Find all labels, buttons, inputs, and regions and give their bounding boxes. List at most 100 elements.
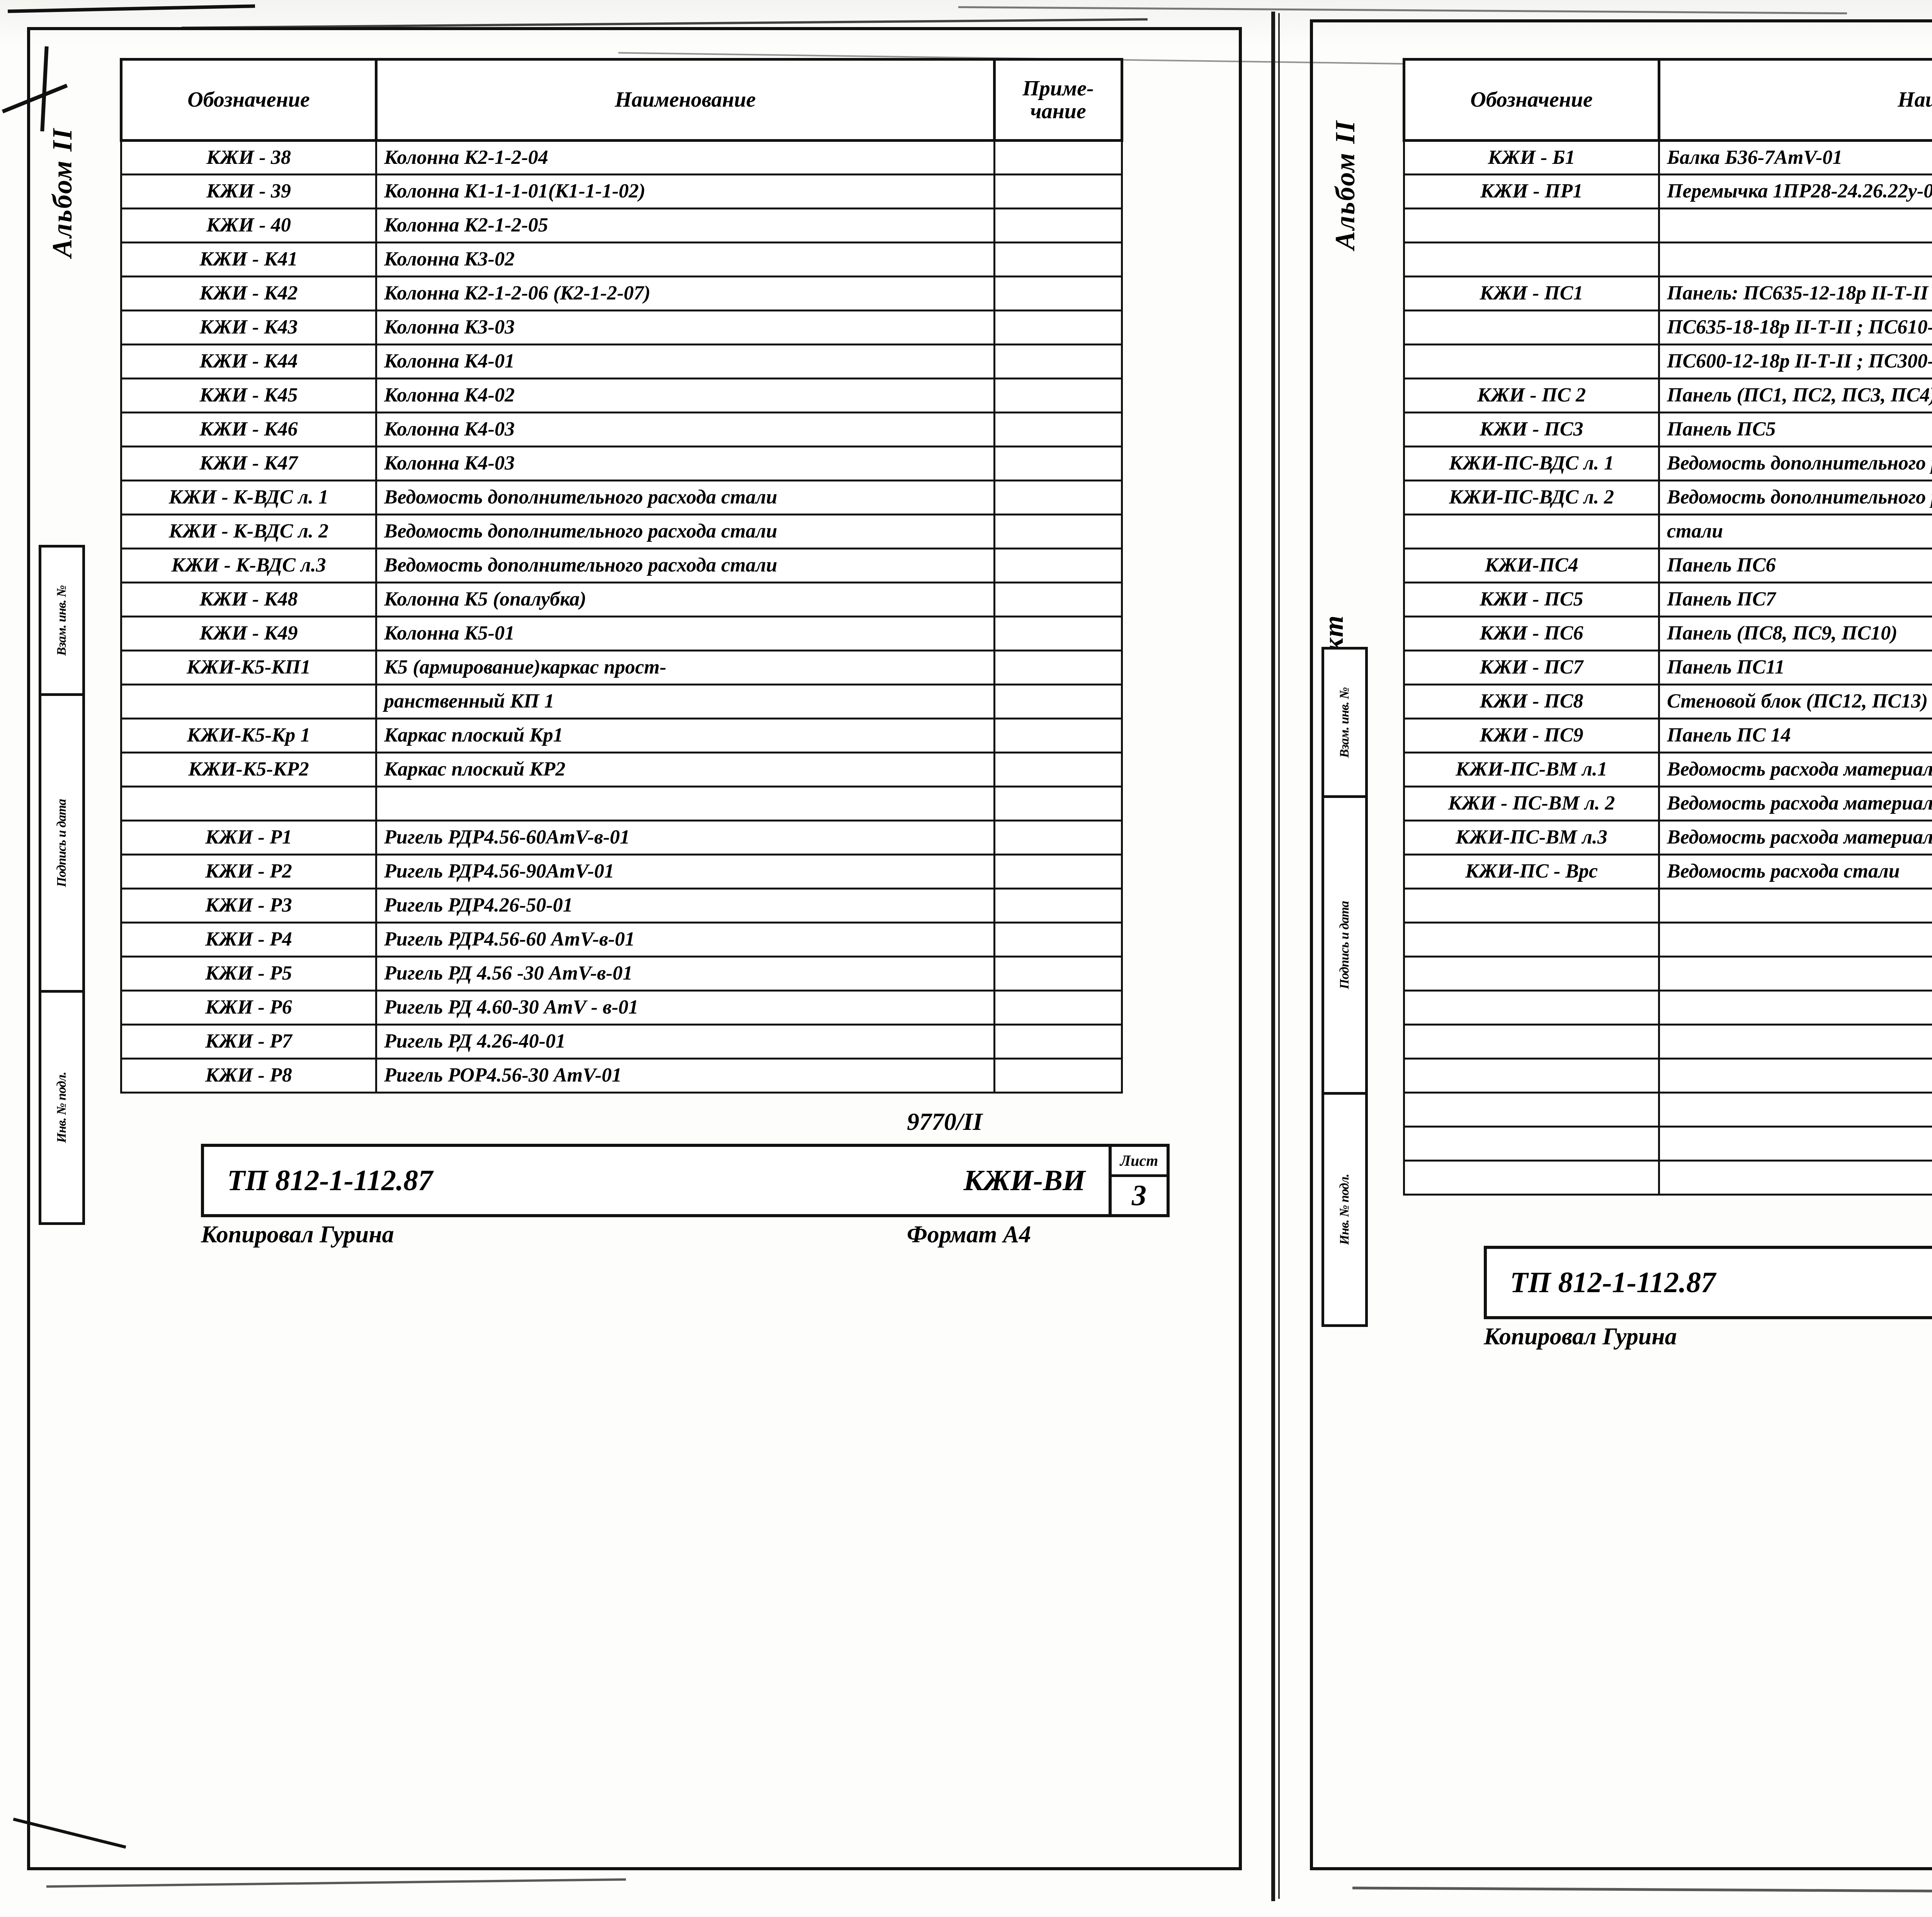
sheet-border	[27, 27, 1242, 1870]
cell-name: Колонна К5 (опалубка)	[375, 582, 995, 617]
cell-designation: КЖИ - ПС-ВМ л. 2	[1403, 786, 1660, 822]
title-block-sheet-4: ТП 812-1-112.87 КЖИ-ВИ Лист 4	[1484, 1246, 1932, 1319]
cell-name: Ведомость дополнительного расхода стали	[375, 548, 995, 583]
cell-note	[993, 1058, 1123, 1094]
table-row: КЖИ - К43 Колонна К3-03	[120, 310, 1123, 345]
cell-designation	[1403, 242, 1660, 277]
stamp-cell-label: Инв. № подл.	[54, 1072, 69, 1143]
table-row: КЖИ-ПС-ВМ л.1 Ведомость расхода материало…	[1403, 752, 1932, 788]
header-note-line2: чание	[1030, 99, 1086, 123]
cell-designation: КЖИ - К43	[120, 310, 377, 345]
table-row: КЖИ - ПС6 Панель (ПС8, ПС9, ПС10)	[1403, 616, 1932, 651]
cell-designation	[1403, 888, 1660, 924]
cell-designation: КЖИ-ПС4	[1403, 548, 1660, 583]
cell-designation: КЖИ - К49	[120, 616, 377, 651]
cell-name: Панель ПС7	[1658, 582, 1932, 617]
header-designation: Обозначение	[1403, 58, 1660, 142]
cell-name: Ригель РДР4.56-60АтV-в-01	[375, 820, 995, 856]
cell-name: Колонна К2-1-2-05	[375, 208, 995, 243]
stamp-cell-label: Взам. инв. №	[1337, 687, 1352, 758]
sheet-number: 3	[1132, 1179, 1146, 1212]
cell-note	[993, 650, 1123, 685]
stamp-cell: Инв. № подл.	[41, 993, 82, 1222]
table-row: КЖИ - К45 Колонна К4-02	[120, 378, 1123, 413]
cell-note	[993, 1024, 1123, 1060]
cell-designation	[1403, 310, 1660, 345]
table-row: КЖИ - К44 Колонна К4-01	[120, 344, 1123, 379]
cell-name: Ригель РД 4.26-40-01	[375, 1024, 995, 1060]
stamp-cell: Взам. инв. №	[1324, 650, 1365, 798]
cell-designation	[1403, 1058, 1660, 1094]
cell-designation: КЖИ - Р4	[120, 922, 377, 958]
cell-designation: КЖИ - Б1	[1403, 139, 1660, 175]
cell-name: Панель ПС6	[1658, 548, 1932, 583]
sheet-label: Лист	[1112, 1147, 1167, 1177]
cell-name: Ригель РДР4.56-90АтV-01	[375, 854, 995, 890]
copied-by-sheet-4: Копировал Гурина	[1484, 1323, 1677, 1350]
table-row: КЖИ - К41 Колонна К3-02	[120, 242, 1123, 277]
cell-name: Ведомость расхода материалов	[1658, 786, 1932, 822]
title-block-main: ТП 812-1-112.87 КЖИ-ВИ	[204, 1147, 1109, 1214]
cell-note	[993, 888, 1123, 924]
cell-name: Панель ПС 14	[1658, 718, 1932, 754]
cell-designation: КЖИ - 39	[120, 173, 377, 209]
cell-designation: КЖИ - К-ВДС л.3	[120, 548, 377, 583]
table-row: КЖИ - ПР1 Перемычка 1ПР28-24.26.22у-01	[1403, 173, 1932, 209]
cell-note	[993, 514, 1123, 549]
table-row	[120, 786, 1123, 822]
cell-name	[1658, 1024, 1932, 1060]
table-row: КЖИ-ПС - Врс Ведомость расхода стали	[1403, 854, 1932, 890]
cell-designation: КЖИ - К44	[120, 344, 377, 379]
table-row	[1403, 888, 1932, 924]
cell-name: Ригель РДР4.26-50-01	[375, 888, 995, 924]
table-row: КЖИ - Р5 Ригель РД 4.56 -30 АтV-в-01	[120, 956, 1123, 992]
sheet-border	[1310, 19, 1932, 1870]
table-row	[1403, 956, 1932, 992]
cell-designation: КЖИ - К41	[120, 242, 377, 277]
cell-name	[1658, 1092, 1932, 1128]
sheet-number-box: Лист 3	[1109, 1147, 1167, 1214]
cell-note	[993, 208, 1123, 243]
cell-note	[993, 139, 1123, 175]
cell-name: Колонна К4-01	[375, 344, 995, 379]
cell-name: Ведомость дополнительного расхода стали	[1658, 446, 1932, 481]
table-row: КЖИ-К5-КР2 Каркас плоский КР2	[120, 752, 1123, 788]
cell-designation: КЖИ - Р7	[120, 1024, 377, 1060]
cell-name: Балка Б36-7АтV-01	[1658, 139, 1932, 175]
header-note: Приме- чание	[993, 58, 1123, 142]
table-row: ПС600-12-18р II-Т-II ; ПС300-12-18р II-Т…	[1403, 344, 1932, 379]
cell-name: Колонна К4-03	[375, 446, 995, 481]
cell-name	[375, 786, 995, 822]
drawing-sheet-3: Альбом II Типовой проект Взам. инв. №Под…	[23, 15, 1252, 1893]
cell-designation: КЖИ - Р5	[120, 956, 377, 992]
stamp-cell-label: Подпись и дата	[1337, 901, 1352, 989]
table-row: КЖИ - 38 Колонна К2-1-2-04	[120, 139, 1123, 175]
cell-name: ПС635-18-18р II-Т-II ; ПС610-12-18р II-Т…	[1658, 310, 1932, 345]
stamp-cell-label: Взам. инв. №	[54, 585, 69, 656]
table-row: КЖИ - 40 Колонна К2-1-2-05	[120, 208, 1123, 243]
cell-designation	[1403, 922, 1660, 958]
table-row: КЖИ - ПС8 Стеновой блок (ПС12, ПС13)	[1403, 684, 1932, 720]
cell-designation: КЖИ-ПС - Врс	[1403, 854, 1660, 890]
cell-name	[1658, 956, 1932, 992]
cell-designation: КЖИ - ПС8	[1403, 684, 1660, 720]
book-gutter-shadow	[1278, 13, 1280, 1899]
cell-name: Колонна К4-02	[375, 378, 995, 413]
cell-note	[993, 412, 1123, 447]
stamp-cell: Взам. инв. №	[41, 548, 82, 696]
cell-name: Панель (ПС1, ПС2, ПС3, ПС4)	[1658, 378, 1932, 413]
cell-designation: КЖИ-ПС-ВДС л. 2	[1403, 480, 1660, 515]
cell-designation: КЖИ - ПР1	[1403, 173, 1660, 209]
cell-note	[993, 242, 1123, 277]
cell-name: Ведомость дополнительного расхода	[1658, 480, 1932, 515]
specification-table-sheet-4: Обозначение Наименование Приме- чание КЖ…	[1403, 58, 1932, 1196]
table-row: КЖИ - Р7 Ригель РД 4.26-40-01	[120, 1024, 1123, 1060]
table-row: КЖИ - Р6 Ригель РД 4.60-30 АтV - в-01	[120, 990, 1123, 1026]
cell-name	[1658, 208, 1932, 243]
cell-name: Ригель РДР4.56-60 АтV-в-01	[375, 922, 995, 958]
cell-designation: КЖИ-ПС-ВМ л.1	[1403, 752, 1660, 788]
book-gutter	[1271, 12, 1275, 1901]
table-header-row: Обозначение Наименование Приме- чание	[1403, 58, 1932, 142]
cell-name: Колонна К5-01	[375, 616, 995, 651]
project-code: ТП 812-1-112.87	[1510, 1266, 1716, 1299]
